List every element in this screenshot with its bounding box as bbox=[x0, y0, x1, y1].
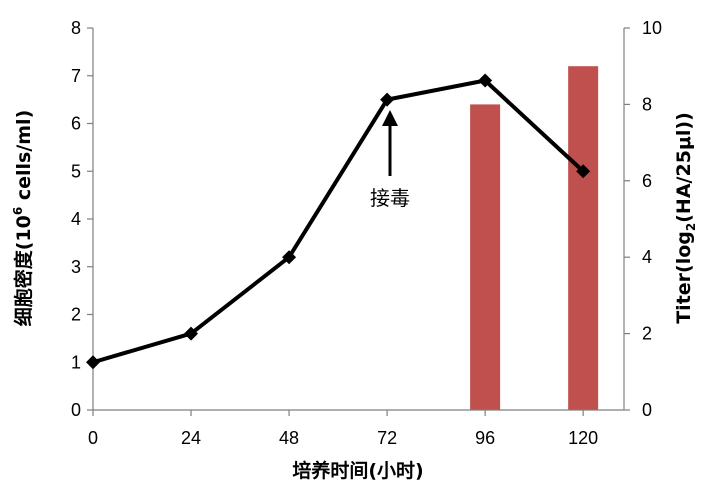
cell-density-line bbox=[92, 78, 585, 365]
right-y-ticks: 0 2 4 6 8 10 bbox=[624, 18, 662, 420]
axes bbox=[92, 28, 625, 411]
cell-density-point bbox=[184, 326, 199, 341]
left-y-tick-label: 0 bbox=[71, 400, 81, 420]
x-tick-label: 72 bbox=[377, 428, 397, 448]
left-y-axis-title: 细胞密度(106 cells/ml) bbox=[11, 110, 35, 327]
right-y-tick-label: 6 bbox=[642, 171, 652, 191]
left-y-axis-title-main: 细胞密度(10 bbox=[12, 215, 35, 326]
titer-bar bbox=[568, 66, 599, 410]
x-tick-label: 120 bbox=[568, 428, 598, 448]
left-y-axis-title-tail: cells/ml) bbox=[13, 110, 35, 207]
right-y-tick-label: 10 bbox=[642, 18, 662, 38]
annotation-arrow-head bbox=[382, 110, 398, 126]
right-y-axis-title-main: Titer(log bbox=[673, 231, 695, 324]
titer-bar bbox=[470, 104, 501, 411]
left-y-ticks: 0 1 2 3 4 5 6 7 8 bbox=[71, 18, 93, 420]
left-y-tick-label: 5 bbox=[71, 161, 81, 181]
x-axis-title: 培养时间(小时) bbox=[292, 459, 423, 482]
cell-density-series bbox=[86, 73, 591, 370]
left-y-tick-label: 6 bbox=[71, 114, 81, 134]
cell-density-point bbox=[380, 92, 395, 107]
x-tick-label: 96 bbox=[475, 428, 495, 448]
x-ticks: 0 24 48 72 96 120 bbox=[88, 410, 598, 448]
left-y-tick-label: 4 bbox=[71, 209, 81, 229]
right-y-axis-title-subscript: 2 bbox=[684, 223, 698, 231]
cell-density-point bbox=[576, 164, 591, 179]
annotation-infection: 接毒 bbox=[370, 110, 410, 210]
left-y-tick-label: 8 bbox=[71, 18, 81, 38]
left-y-tick-label: 3 bbox=[71, 257, 81, 277]
right-y-tick-label: 8 bbox=[642, 94, 652, 114]
annotation-text: 接毒 bbox=[370, 186, 410, 210]
bar-series bbox=[470, 66, 599, 411]
right-y-tick-label: 4 bbox=[642, 247, 652, 267]
right-y-tick-label: 0 bbox=[642, 400, 652, 420]
cell-density-point bbox=[478, 73, 493, 88]
right-y-axis-title-tail: (HA/25μl)) bbox=[673, 112, 695, 223]
x-tick-label: 0 bbox=[88, 428, 98, 448]
x-tick-label: 24 bbox=[181, 428, 201, 448]
cell-density-point bbox=[282, 250, 297, 265]
x-tick-label: 48 bbox=[279, 428, 299, 448]
cell-density-point bbox=[86, 355, 100, 370]
left-y-tick-label: 1 bbox=[71, 352, 81, 372]
left-y-tick-label: 2 bbox=[71, 305, 81, 325]
right-y-tick-label: 2 bbox=[642, 324, 652, 344]
left-y-axis-title-superscript: 6 bbox=[11, 207, 25, 215]
right-y-axis-title: Titer(log2(HA/25μl)) bbox=[673, 112, 698, 324]
left-y-tick-label: 7 bbox=[71, 66, 81, 86]
